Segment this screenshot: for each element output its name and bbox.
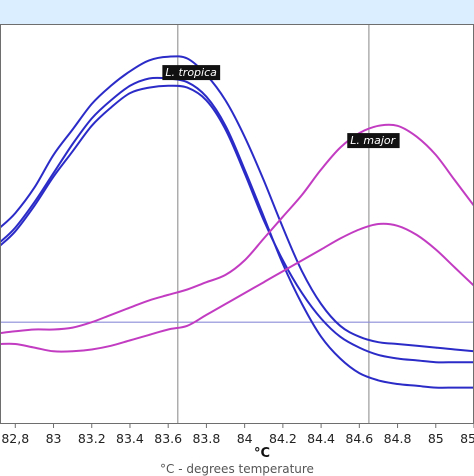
series-line-2 xyxy=(0,76,474,389)
annotations: L. tropica L. major xyxy=(162,65,400,149)
x-tick-label-11: 85 xyxy=(428,431,444,446)
figure-caption: °C - degrees temperature xyxy=(160,462,314,476)
series-line-4 xyxy=(0,222,474,353)
x-tick-label-7: 84.2 xyxy=(269,431,297,446)
x-tick-label-12: 85.2 xyxy=(460,431,474,446)
x-tick-label-2: 83.2 xyxy=(78,431,106,446)
x-axis-title: °C xyxy=(254,446,270,461)
annotation-text-0: L. tropica xyxy=(165,66,217,79)
x-tick-label-4: 83.6 xyxy=(154,431,182,446)
annotation-label-0: L. tropica xyxy=(162,65,221,81)
x-tick-label-8: 84.4 xyxy=(307,431,335,446)
x-tick-label-3: 83.4 xyxy=(116,431,144,446)
series-line-3 xyxy=(0,123,474,335)
annotation-box-0 xyxy=(162,65,221,81)
top-band xyxy=(0,0,474,24)
annotation-box-1 xyxy=(347,133,400,149)
x-tick-label-1: 83 xyxy=(46,431,62,446)
plot-area xyxy=(0,24,474,424)
series-line-1 xyxy=(0,84,474,364)
annotation-text-1: L. major xyxy=(350,134,396,147)
x-tick-label-9: 84.6 xyxy=(345,431,373,446)
annotation-label-1: L. major xyxy=(347,133,400,149)
grid-lines xyxy=(0,24,474,424)
x-axis: 82,8 83 83.2 83.4 83.6 83.8 84 84.2 84.4 84.6 84.8… xyxy=(1,424,474,446)
x-tick-label-10: 84.8 xyxy=(384,431,412,446)
x-tick-label-5: 83.8 xyxy=(192,431,220,446)
x-tick-label-0: 82,8 xyxy=(1,431,29,446)
x-tick-label-6: 84 xyxy=(237,431,253,446)
series-line-0 xyxy=(0,55,474,353)
series-layer xyxy=(0,55,474,389)
